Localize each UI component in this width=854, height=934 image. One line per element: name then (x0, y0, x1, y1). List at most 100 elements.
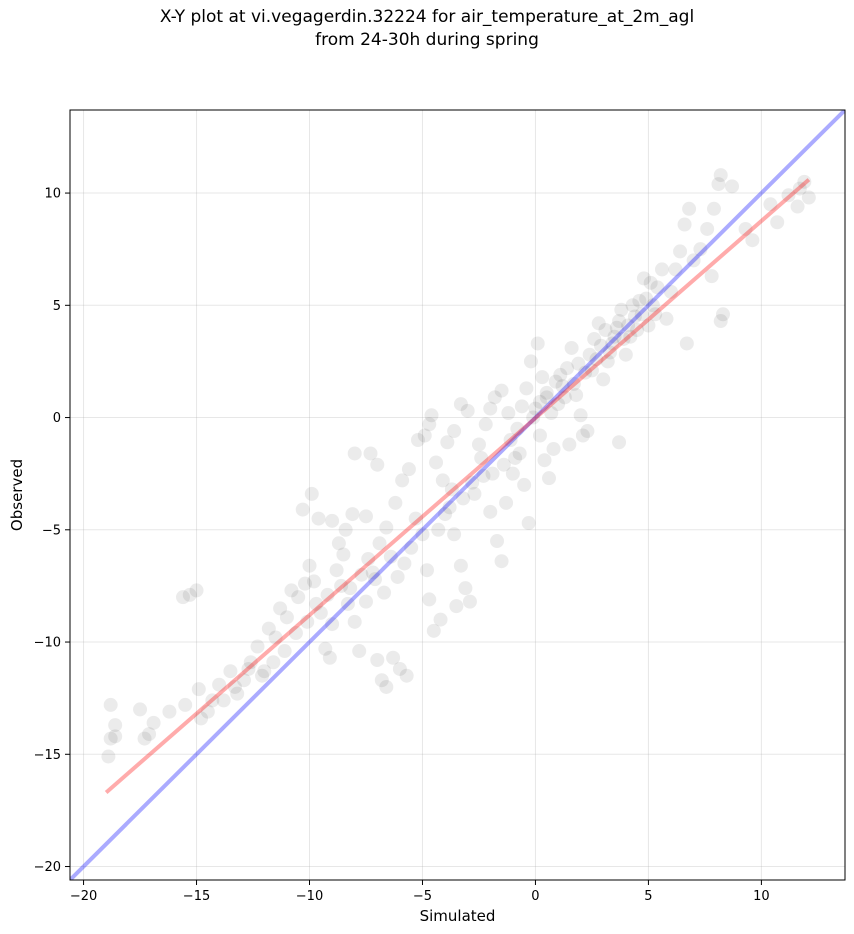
scatter-point (557, 390, 572, 405)
x-tick-label: 10 (753, 889, 770, 904)
scatter-point (307, 574, 322, 589)
scatter-point (605, 336, 620, 351)
scatter-point (792, 181, 807, 196)
scatter-point (182, 587, 197, 602)
x-tick-label: −5 (413, 889, 432, 904)
scatter-point (399, 668, 414, 683)
scatter-point (553, 367, 568, 382)
scatter-point (512, 446, 527, 461)
scatter-point (250, 639, 265, 654)
scatter-point (738, 221, 753, 236)
scatter-point (397, 556, 412, 571)
scatter-point (424, 408, 439, 423)
scatter-point (474, 450, 489, 465)
x-tick-label: −20 (70, 889, 97, 904)
scatter-point (401, 462, 416, 477)
scatter-point (706, 201, 721, 216)
scatter-point (297, 576, 312, 591)
scatter-point (336, 547, 351, 562)
scatter-point (713, 314, 728, 329)
x-tick-label: −10 (296, 889, 323, 904)
scatter-point (374, 673, 389, 688)
scatter-point (223, 664, 238, 679)
scatter-point (388, 495, 403, 510)
scatter-point (589, 352, 604, 367)
scatter-point (578, 365, 593, 380)
scatter-point (261, 621, 276, 636)
scatter-point (641, 318, 656, 333)
scatter-point (304, 486, 319, 501)
chart-title-line-2: from 24-30h during spring (315, 30, 539, 50)
scatter-point (616, 331, 631, 346)
y-tick-label: 0 (53, 411, 61, 426)
scatter-point (273, 601, 288, 616)
scatter-point (591, 316, 606, 331)
scatter-point (645, 298, 660, 313)
scatter-point (517, 477, 532, 492)
scatter-point (596, 372, 611, 387)
scatter-point (383, 549, 398, 564)
scatter-point (142, 727, 157, 742)
scatter-point (255, 668, 270, 683)
scatter-point (408, 511, 423, 526)
scatter-point (386, 650, 401, 665)
scatter-point (347, 446, 362, 461)
scatter-point (623, 329, 638, 344)
scatter-point (103, 697, 118, 712)
scatter-point (146, 715, 161, 730)
scatter-point (392, 661, 407, 676)
scatter-point (679, 336, 694, 351)
scatter-point (236, 673, 251, 688)
scatter-point (453, 558, 468, 573)
scatter-point (539, 390, 554, 405)
scatter-point (584, 363, 599, 378)
scatter-point (458, 581, 473, 596)
scatter-point (431, 522, 446, 537)
scatter-point (614, 302, 629, 317)
scatter-point (345, 507, 360, 522)
scatter-point (797, 174, 812, 189)
scatter-point (510, 421, 525, 436)
scatter-point (395, 473, 410, 488)
scatter-point (612, 314, 627, 329)
scatter-point (216, 693, 231, 708)
scatter-point (277, 644, 292, 659)
scatter-point (598, 323, 613, 337)
scatter-point (537, 453, 552, 468)
scatter-point (621, 318, 636, 333)
scatter-point (476, 468, 491, 483)
scatter-point (627, 309, 642, 324)
scatter-point (354, 567, 369, 582)
chart-title: X-Y plot at vi.vegagerdin.32224 for air_… (0, 6, 854, 52)
scatter-point (485, 466, 500, 481)
scatter-point (453, 397, 468, 412)
scatter-point (241, 661, 256, 676)
scatter-point (609, 320, 624, 335)
scatter-point (560, 361, 575, 376)
scatter-point (189, 583, 204, 598)
scatter-point (343, 581, 358, 596)
scatter-point (447, 527, 462, 542)
scatter-point (514, 399, 529, 414)
scatter-point (573, 408, 588, 423)
scatter-point (340, 596, 355, 611)
scatter-point (103, 731, 118, 746)
scatter-point (325, 513, 340, 528)
x-axis-ticks: −20 −15 −10 −5 0 5 10 (70, 880, 770, 904)
scatter-point (571, 356, 586, 371)
scatter-point (410, 433, 425, 447)
scatter-point (693, 242, 708, 257)
scatter-point (745, 233, 760, 248)
scatter-point (137, 731, 152, 746)
scatter-point (419, 563, 434, 578)
scatter-point (487, 390, 502, 405)
scatter-point (650, 280, 665, 295)
scatter-point (790, 199, 805, 214)
scatter-point (801, 190, 816, 205)
scatter-point (390, 569, 405, 584)
scatter-point (361, 551, 376, 566)
scatter-point (320, 587, 335, 602)
scatter-point (582, 347, 597, 362)
scatter-point (404, 540, 419, 555)
scatter-point (422, 417, 437, 432)
